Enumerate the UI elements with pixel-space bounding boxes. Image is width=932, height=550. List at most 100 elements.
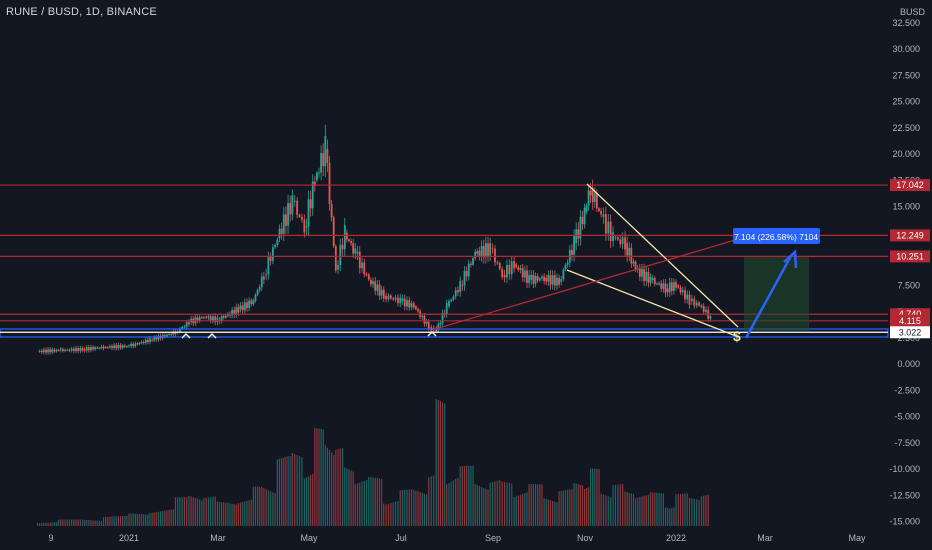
candle-body <box>595 193 598 209</box>
volume-bar <box>130 513 132 526</box>
candle-body <box>684 290 686 300</box>
candle-body <box>119 345 122 348</box>
candle-body <box>209 316 212 321</box>
volume-bar <box>439 401 442 526</box>
volume-bar <box>151 512 153 526</box>
candle-body <box>111 346 113 349</box>
candle-body <box>278 228 281 238</box>
level-badge-label: 4.115 <box>899 316 921 326</box>
volume-bar <box>617 484 619 526</box>
wedge-upper-line[interactable] <box>586 183 739 328</box>
level-lines-group <box>0 184 889 338</box>
volume-bar <box>397 500 399 526</box>
candle-body <box>376 284 379 291</box>
volume-bar <box>658 492 660 526</box>
volume-bar <box>614 484 617 526</box>
candle-body <box>59 349 62 351</box>
candle-body <box>198 317 201 321</box>
candle-body <box>530 274 533 280</box>
target-zone[interactable] <box>744 257 809 331</box>
time-tick-label: 2022 <box>666 533 686 543</box>
volume-bar <box>86 520 88 526</box>
candle-body <box>212 316 214 321</box>
candle-body <box>250 300 253 305</box>
candle-body <box>624 237 626 250</box>
price-tick-label: -2.500 <box>894 385 920 395</box>
candle-body <box>476 250 479 254</box>
candle-body <box>528 275 531 283</box>
volume-bar <box>267 490 269 526</box>
candle-body <box>656 283 658 285</box>
candle-body <box>408 300 411 308</box>
candle-body <box>222 316 225 318</box>
volume-bar <box>190 496 192 526</box>
candle-body <box>534 275 537 284</box>
projection-arrow-icon <box>783 249 798 269</box>
volume-bar <box>472 465 474 526</box>
support-zone-band[interactable] <box>0 328 889 338</box>
volume-bar <box>444 403 446 526</box>
volume-bar <box>556 502 558 526</box>
candle-body <box>121 345 124 348</box>
candle-body <box>414 306 417 310</box>
volume-bar <box>671 508 673 526</box>
candle-body <box>394 297 397 300</box>
price-tick-label: 0.000 <box>897 359 920 369</box>
volume-bar <box>207 497 210 526</box>
measure-badge[interactable]: 7.104 (226.58%) 7104 <box>733 228 820 244</box>
volume-bar <box>669 508 671 526</box>
candle-body <box>651 278 654 280</box>
candle-body <box>480 245 483 257</box>
level-badge-label: 12.249 <box>896 230 924 240</box>
diagonal-trend-line[interactable] <box>431 239 736 331</box>
candle-body <box>515 264 518 268</box>
level-badge-label: 10.251 <box>896 251 924 261</box>
projection-arrow-line[interactable] <box>744 255 793 339</box>
volume-bar <box>96 520 98 526</box>
volume-bar <box>560 490 562 526</box>
candle-body <box>658 283 660 285</box>
volume-bar <box>227 503 229 526</box>
volume-bar <box>503 481 506 526</box>
candle-body <box>628 247 631 256</box>
candle-body <box>181 327 184 329</box>
volume-bar <box>688 497 691 526</box>
wedge-lower-line[interactable] <box>566 269 737 337</box>
volume-bar <box>417 491 419 526</box>
volume-bar <box>100 520 103 526</box>
volume-bar <box>363 480 365 526</box>
volume-bar <box>51 522 53 526</box>
volume-bar <box>435 399 437 526</box>
candle-body <box>600 210 602 215</box>
candle-body <box>276 239 279 245</box>
candle-body <box>280 228 283 234</box>
volume-bar <box>605 495 607 526</box>
symbol-title[interactable]: RUNE / BUSD, 1D, BINANCE <box>6 6 157 18</box>
volume-bar <box>602 494 605 526</box>
volume-bar <box>324 445 326 526</box>
candle-body <box>361 262 363 269</box>
volume-bar <box>461 466 463 526</box>
volume-bar <box>589 468 592 526</box>
volume-bar <box>466 465 468 526</box>
volume-bar <box>645 495 647 526</box>
volume-bar <box>77 519 79 526</box>
candle-body <box>621 237 624 245</box>
volume-bar <box>452 480 455 526</box>
volume-bar <box>361 481 363 526</box>
pivot-marker-icon <box>427 331 437 337</box>
volume-bar <box>564 490 567 526</box>
time-axis[interactable]: 9 2021 Mar May Jul Sep Nov 2022 Mar May <box>48 533 866 543</box>
candle-body <box>385 295 388 300</box>
price-axis[interactable]: 32.50030.00027.50025.00022.50020.00017.5… <box>889 0 932 550</box>
candle-body <box>330 203 333 218</box>
candle-body <box>146 339 149 342</box>
candle-body <box>298 214 301 217</box>
candle-body <box>508 265 511 275</box>
volume-bar <box>370 477 372 526</box>
volume-bar <box>344 467 346 526</box>
volume-bar <box>157 511 160 526</box>
candle-body <box>356 251 359 254</box>
volume-bar <box>305 477 308 526</box>
